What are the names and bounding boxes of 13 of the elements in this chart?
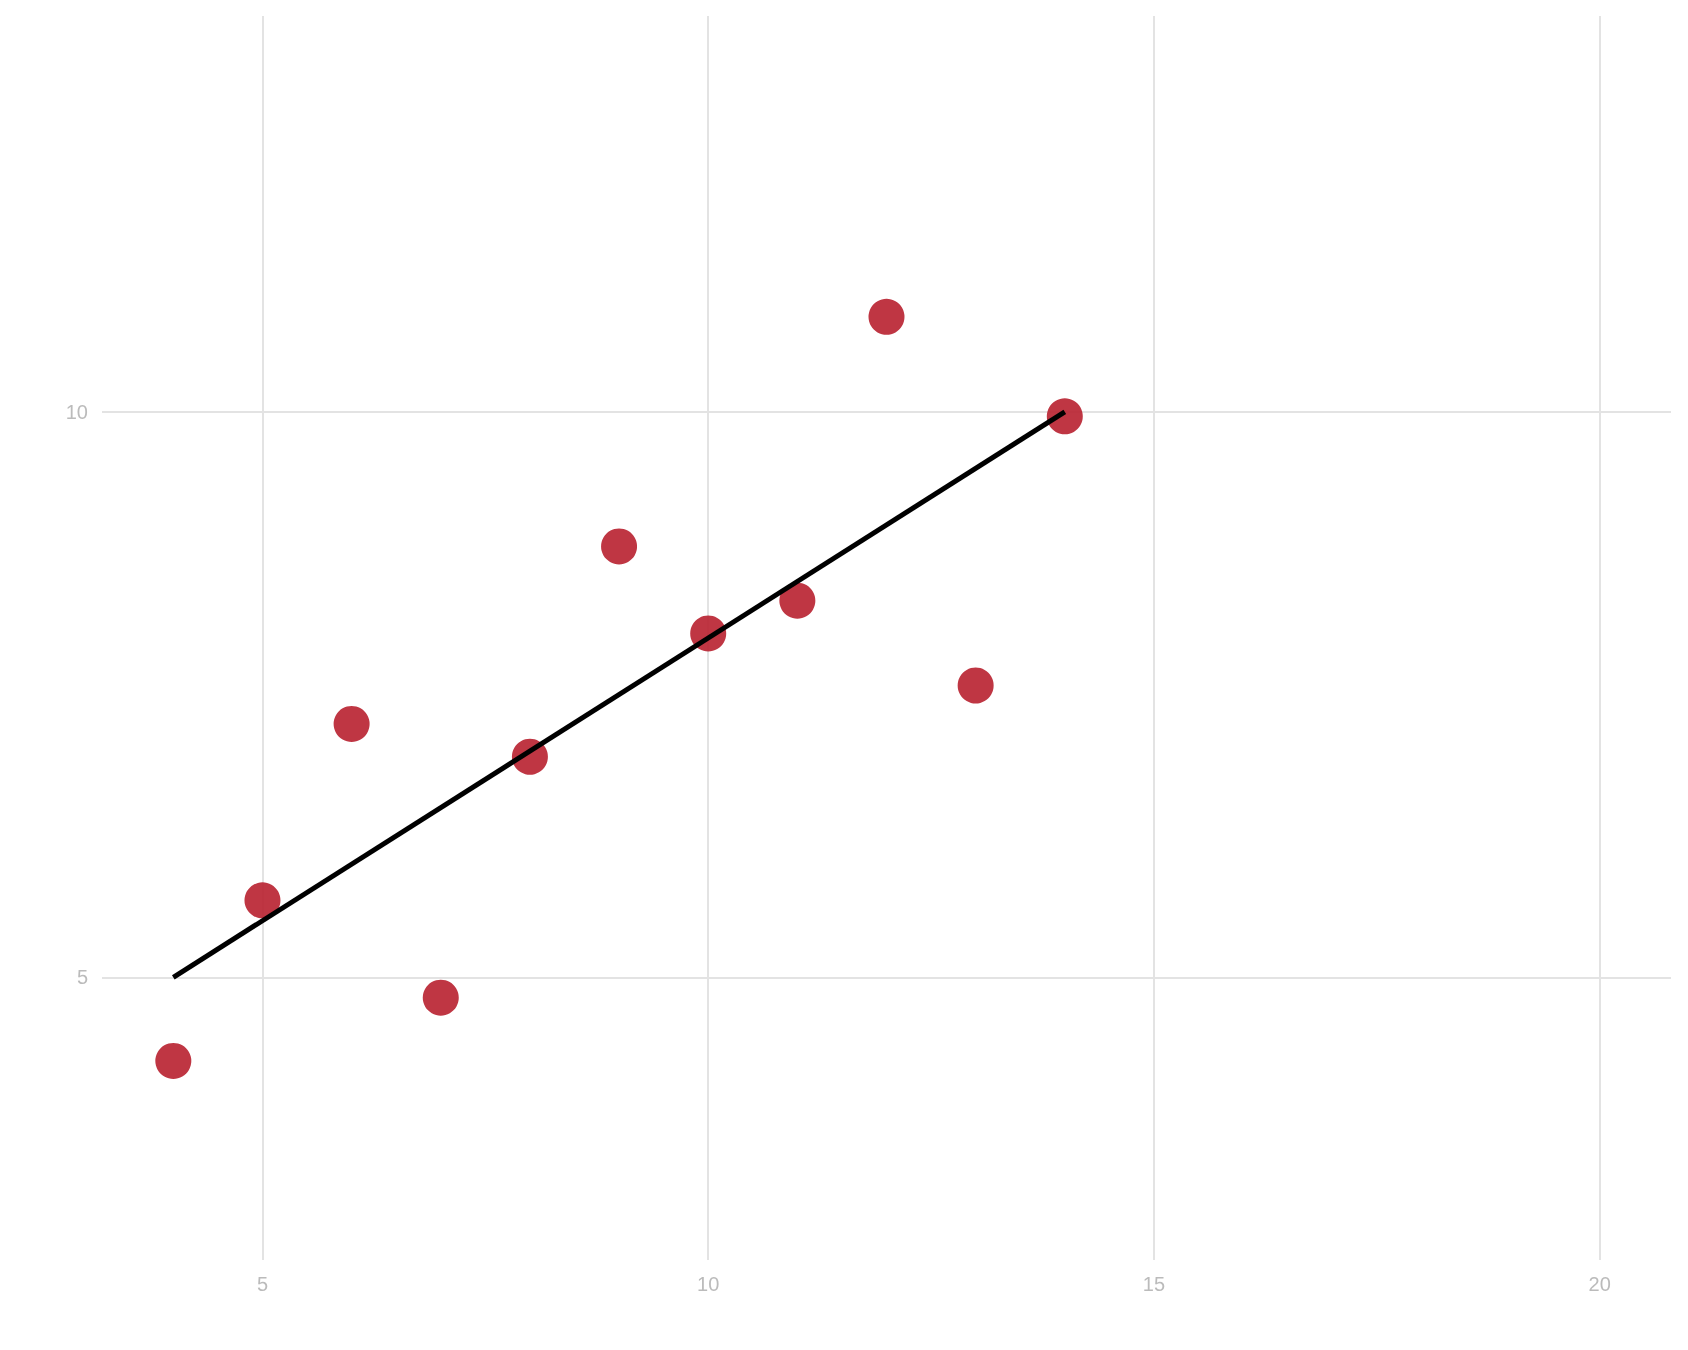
point [333,705,370,742]
point [601,528,638,565]
x-tick-label: 10 [697,1273,720,1295]
point [1046,398,1083,435]
point [779,582,816,619]
point [244,882,281,919]
x-tick-label: 20 [1588,1273,1611,1295]
point [155,1042,192,1079]
x-tick-label: 5 [256,1273,269,1295]
x-tick-label: 15 [1142,1273,1166,1295]
point [422,979,459,1016]
point [957,667,994,704]
point [868,298,905,335]
